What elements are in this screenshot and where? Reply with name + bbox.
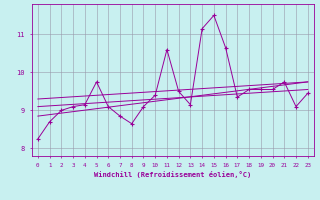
X-axis label: Windchill (Refroidissement éolien,°C): Windchill (Refroidissement éolien,°C) xyxy=(94,171,252,178)
